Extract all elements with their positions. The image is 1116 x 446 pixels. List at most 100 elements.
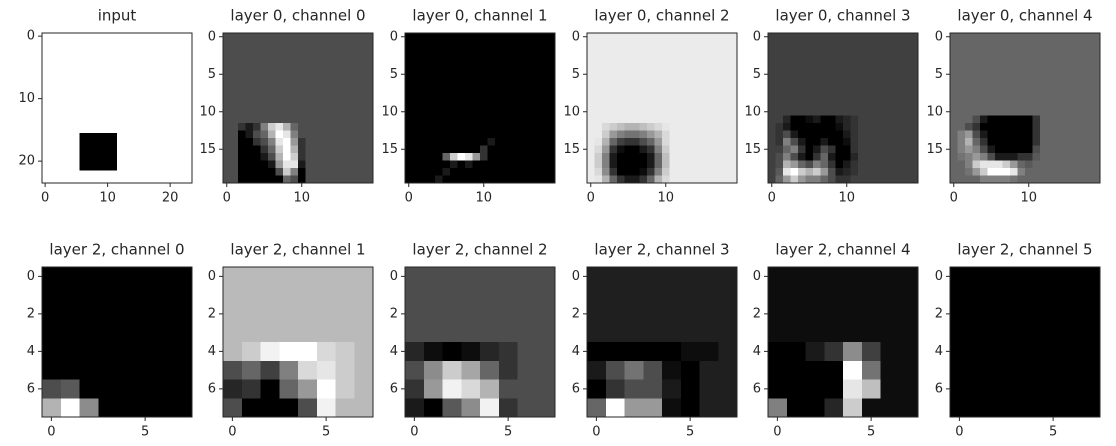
heatmap-cell — [67, 177, 74, 184]
heatmap-cell — [602, 41, 610, 49]
heatmap-cell — [1006, 380, 1025, 399]
heatmap-cell — [685, 56, 693, 64]
heatmap-cell — [358, 138, 366, 146]
heatmap-cell — [343, 41, 351, 49]
heatmap-cell — [291, 93, 299, 101]
x-tick-label: 0 — [410, 425, 418, 440]
heatmap-cell — [730, 116, 738, 124]
heatmap-cell — [988, 101, 996, 109]
heatmap-cell — [98, 380, 117, 399]
heatmap-cell — [276, 138, 284, 146]
heatmap-cell — [420, 108, 428, 116]
heatmap-cell — [98, 139, 105, 146]
heatmap-cell — [167, 146, 174, 153]
heatmap-cell — [643, 305, 662, 324]
heatmap-cell — [155, 121, 162, 128]
heatmap-cell — [843, 86, 851, 94]
heatmap-cell — [911, 168, 919, 176]
heatmap-cell — [980, 56, 988, 64]
heatmap-cell — [1048, 153, 1056, 161]
heatmap-cell — [358, 101, 366, 109]
heatmap-cell — [617, 33, 625, 41]
heatmap-cell — [851, 101, 859, 109]
heatmap-cell — [173, 146, 180, 153]
heatmap-cell — [238, 108, 246, 116]
heatmap-cell — [86, 64, 93, 71]
heatmap-cell — [98, 305, 117, 324]
heatmap-cell — [533, 78, 541, 86]
heatmap-cell — [969, 342, 988, 361]
heatmap-cell — [428, 78, 436, 86]
heatmap-cell — [161, 127, 168, 134]
heatmap-cell — [610, 138, 618, 146]
heatmap-cell — [291, 153, 299, 161]
heatmap-cell — [973, 116, 981, 124]
heatmap-cell — [358, 71, 366, 79]
heatmap-cell — [73, 102, 80, 109]
heatmap-cell — [988, 146, 996, 154]
heatmap-cell — [1085, 63, 1093, 71]
y-tick-label: 4 — [572, 344, 580, 359]
heatmap-cell — [405, 131, 413, 139]
heatmap-cell — [161, 146, 168, 153]
heatmap-cell — [1003, 116, 1011, 124]
heatmap-cell — [791, 63, 799, 71]
heatmap-cell — [632, 33, 640, 41]
heatmap-cell — [692, 168, 700, 176]
heatmap-cell — [625, 41, 633, 49]
heatmap-cell — [80, 108, 87, 115]
y-tick-label: 2 — [390, 306, 398, 321]
heatmap-cell — [783, 101, 791, 109]
heatmap-cell — [111, 171, 118, 178]
heatmap-cell — [231, 56, 239, 64]
heatmap-cell — [768, 33, 776, 41]
heatmap-cell — [655, 48, 663, 56]
heatmap-cell — [1063, 63, 1071, 71]
heatmap-cell — [155, 64, 162, 71]
heatmap-cell — [495, 138, 503, 146]
heatmap-cell — [306, 86, 314, 94]
heatmap-cell — [291, 168, 299, 176]
heatmap-cell — [117, 152, 124, 159]
heatmap-cell — [548, 41, 556, 49]
heatmap-cell — [685, 101, 693, 109]
heatmap-cell — [896, 116, 904, 124]
heatmap-cell — [662, 380, 681, 399]
heatmap-cell — [283, 33, 291, 41]
heatmap-cell — [1006, 267, 1025, 286]
heatmap-cell — [903, 33, 911, 41]
heatmap-cell — [722, 153, 730, 161]
heatmap-cell — [80, 64, 87, 71]
heatmap-cell — [824, 305, 843, 324]
heatmap-cell — [298, 305, 317, 324]
heatmap-cell — [858, 138, 866, 146]
heatmap-cell — [685, 146, 693, 154]
heatmap-cell — [473, 108, 481, 116]
heatmap-cell — [617, 78, 625, 86]
heatmap-cell — [420, 63, 428, 71]
heatmap-cell — [632, 176, 640, 184]
heatmap-cell — [336, 361, 355, 380]
heatmap-cell — [405, 176, 413, 184]
heatmap-cell — [291, 71, 299, 79]
heatmap-cell — [242, 305, 261, 324]
heatmap-cell — [405, 93, 413, 101]
heatmap-cell — [123, 177, 130, 184]
heatmap-cell — [1025, 267, 1044, 286]
heatmap-cell — [351, 146, 359, 154]
heatmap-cell — [1063, 323, 1082, 342]
heatmap-cell — [525, 176, 533, 184]
heatmap-cell — [443, 305, 462, 324]
heatmap-cell — [92, 83, 99, 90]
heatmap-cell — [443, 33, 451, 41]
heatmap-cell — [1003, 93, 1011, 101]
y-tick-label: 15 — [199, 142, 216, 157]
heatmap-cell — [1078, 131, 1086, 139]
heatmap-cell — [730, 168, 738, 176]
heatmap-cell — [548, 161, 556, 169]
heatmap-cell — [813, 168, 821, 176]
heatmap-cell — [670, 48, 678, 56]
heatmap-cell — [707, 101, 715, 109]
heatmap-cell — [173, 52, 180, 59]
heatmap-cell — [1055, 33, 1063, 41]
